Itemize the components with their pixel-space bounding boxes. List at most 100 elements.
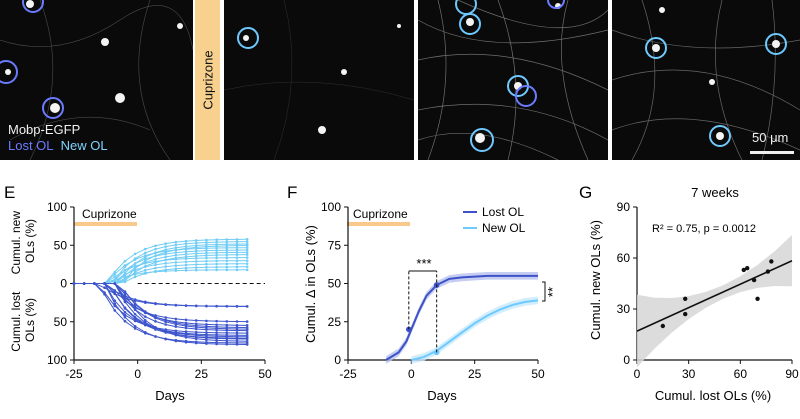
panel-f-ytick-label: 100: [321, 200, 341, 214]
new-ol-series-point: [154, 247, 157, 251]
lost-ol-label: Lost OL: [8, 138, 54, 153]
lost-ol-series-point: [205, 323, 208, 326]
lost-ol-series-point: [235, 323, 239, 327]
lost-ol-series-point: [235, 305, 239, 308]
scale-bar: [750, 151, 794, 154]
panel-g-point: [751, 277, 757, 283]
new-ol-series-point: [235, 256, 239, 259]
new-ol-series-point: [164, 252, 167, 256]
panel-f-ytick-label: 50: [328, 277, 342, 291]
scale-bar-label: 50 μm: [752, 130, 789, 145]
micrograph-panel-3: [418, 0, 608, 160]
lost-ol-series-point: [144, 315, 147, 318]
new-ol-series-line: [74, 269, 248, 284]
new-ol-series-point: [174, 251, 178, 254]
lost-ol-series-point: [174, 317, 178, 321]
lost-ol-series-point: [194, 322, 198, 326]
new-ol-series-point: [174, 243, 178, 247]
new-ol-series-point: [164, 255, 167, 259]
panel-f-ytick-label: 25: [328, 315, 342, 329]
panel-e-xtick-label: 0: [134, 367, 141, 381]
new-ol-series-point: [225, 244, 229, 248]
lost-ol-series-point: [144, 318, 147, 322]
new-ol-series-point: [154, 266, 157, 270]
new-ol-series-point: [235, 240, 239, 244]
lost-ol-series-point: [235, 336, 239, 340]
new-ol-series-point: [184, 250, 188, 253]
panel-e-xtick-label: -25: [65, 367, 83, 381]
lost-ol-series-point: [133, 302, 137, 305]
lost-ol-series-point: [144, 300, 147, 304]
new-ol-series-line: [74, 254, 248, 284]
panel-g-title: 7 weeks: [691, 185, 739, 200]
lost-ol-series-point: [164, 331, 167, 334]
new-ol-series-point: [174, 253, 178, 257]
panel-f-side-bracket: [542, 281, 546, 302]
new-ol-series-point: [154, 270, 157, 274]
panel-f-ylabel: Cumul. Δ in OLs (%): [303, 225, 318, 343]
lost-ol-series-point: [154, 302, 157, 305]
panel-e-letter: E: [4, 183, 15, 202]
panel-f-cuprizone-label: Cuprizone: [353, 207, 408, 221]
lost-ol-series-point: [215, 331, 218, 335]
new-ol-series-point: [133, 275, 137, 279]
panel-f-letter: F: [287, 183, 297, 202]
new-ol-series-point: [194, 260, 198, 263]
lost-ol-series-line: [74, 283, 248, 332]
lost-ol-series-point: [103, 282, 106, 285]
new-ol-series-point: [184, 247, 188, 251]
new-ol-series-point: [235, 251, 239, 254]
new-ol-series-point: [133, 264, 137, 268]
legend-row: Lost OL New OL: [8, 138, 108, 154]
new-ol-series-point: [194, 252, 198, 255]
micrograph-1-image: [0, 0, 193, 160]
panel-g-xtick-label: 90: [785, 367, 799, 381]
new-ol-series-point: [194, 247, 198, 250]
lost-ol-series-point: [72, 282, 76, 285]
new-ol-series-point: [235, 248, 239, 252]
new-ol-series-point: [235, 238, 239, 241]
new-ol-series-point: [144, 268, 147, 272]
lost-ol-series-point: [184, 340, 188, 344]
panel-g-ytick-label: 0: [623, 353, 630, 367]
new-ol-series-point: [144, 261, 147, 265]
lost-ol-series-point: [235, 343, 239, 346]
lost-ol-series-point: [154, 320, 157, 323]
lost-ol-series-point: [205, 304, 208, 308]
panel-f-xtick-label: 0: [408, 367, 415, 381]
lost-ol-series-point: [245, 324, 249, 327]
panel-e-ylabel-top: Cumul. new OLs (%): [9, 208, 37, 275]
lost-ol-series-point: [164, 316, 167, 319]
new-ol-series-point: [215, 240, 218, 244]
new-ol-series-point: [123, 264, 127, 267]
new-ol-series-point: [235, 259, 239, 263]
new-ol-series-point: [194, 244, 198, 247]
lost-ol-series-point: [245, 326, 249, 329]
lost-ol-series-point: [245, 329, 249, 332]
panel-e-cuprizone-bar: [74, 222, 137, 226]
new-ol-series-point: [215, 265, 218, 269]
new-ol-series-point: [123, 259, 127, 263]
lost-ol-series-point: [113, 292, 117, 295]
lost-ol-series-point: [133, 312, 137, 316]
lost-ol-series-point: [184, 334, 188, 338]
new-ol-series-point: [215, 238, 218, 242]
new-ol-series-point: [235, 268, 239, 272]
new-ol-series-point: [205, 259, 208, 263]
new-ol-series-point: [245, 265, 249, 269]
lost-ol-series-line: [74, 283, 248, 307]
new-ol-series-point: [215, 249, 218, 252]
panel-f-legend: Lost OL New OL: [463, 205, 526, 235]
new-ol-series-point: [194, 254, 198, 258]
lost-ol-series-point: [225, 320, 229, 323]
new-ol-series-point: [133, 258, 137, 261]
lost-ol-series-point: [174, 321, 178, 325]
new-ol-series-point: [225, 253, 229, 257]
lost-ol-series-point: [245, 331, 249, 335]
new-ol-series-point: [144, 247, 147, 251]
new-ol-series-point: [123, 277, 127, 280]
new-ol-series-point: [245, 268, 249, 272]
new-ol-series-point: [225, 265, 229, 269]
new-ol-series-point: [215, 262, 218, 266]
lost-ol-series-point: [194, 337, 198, 341]
